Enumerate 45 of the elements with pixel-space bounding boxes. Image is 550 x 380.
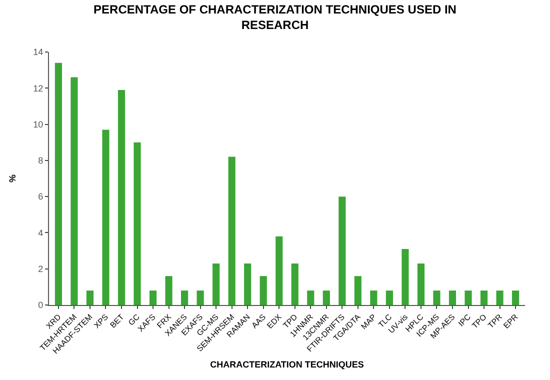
bar [118,90,126,305]
x-tick-label: GC [126,312,142,328]
bar [512,290,520,305]
x-tick-label: TPR [486,312,504,330]
bar [370,290,378,305]
y-tick-label: 14 [33,47,44,58]
bar [70,77,78,305]
x-tick-label: TPO [470,312,488,330]
y-tick-label: 2 [38,264,44,274]
bar [212,263,220,305]
x-tick-label: IPC [456,312,473,328]
bar [54,62,62,305]
bar [402,248,409,305]
y-tick-label: 4 [38,228,44,238]
bar [260,276,267,305]
bar [165,276,172,305]
bar [291,263,298,305]
bar [102,130,110,305]
bar [480,290,488,305]
y-tick-label: 8 [38,156,44,166]
y-tick-label: 6 [38,192,44,202]
bar [448,290,456,305]
bar [244,263,252,305]
bar [149,290,157,305]
bar [86,290,94,305]
bar [433,290,440,305]
bar [386,290,393,305]
bar [181,290,188,305]
bar [354,276,362,305]
y-tick-label: 12 [33,83,44,94]
bar [134,142,141,305]
bar [464,290,472,305]
bar [196,290,204,305]
bar [276,236,283,305]
bar [228,156,236,305]
bar [307,290,314,305]
y-axis-title: % [8,174,18,183]
chart-title: PERCENTAGE OF CHARACTERIZATION TECHNIQUES USED IN RESEARCH [94,2,456,32]
bar [322,290,330,305]
bar [417,263,425,305]
bar [496,290,504,305]
y-tick-label: 0 [38,300,44,310]
y-tick-label: 10 [33,119,44,130]
x-axis-title: CHARACTERIZATION TECHNIQUES [210,359,364,370]
bar [338,196,346,305]
